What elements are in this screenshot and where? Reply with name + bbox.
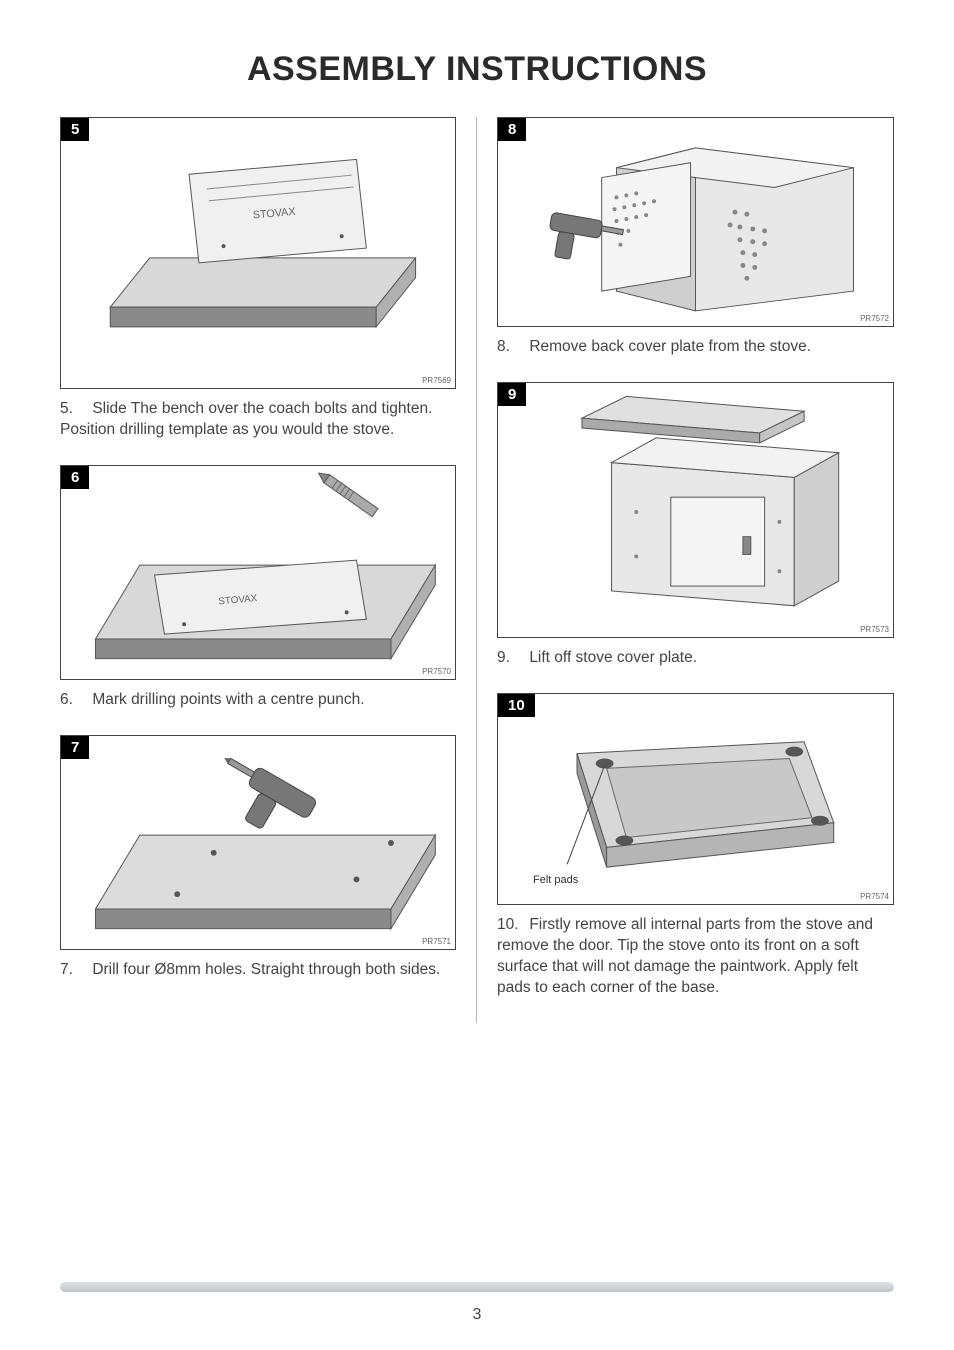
- lift-cover-illustration: [498, 383, 893, 637]
- figure-5: 5 PR7569 STOVAX: [60, 117, 456, 389]
- figure-ref: PR7572: [860, 314, 889, 323]
- caption-10: 10. Firstly remove all internal parts fr…: [497, 915, 894, 999]
- figure-number: 9: [498, 383, 526, 406]
- footer-bar: [60, 1282, 894, 1292]
- figure-6: 6 PR7570 STOVAX: [60, 465, 456, 680]
- figure-9: 9 PR7573: [497, 382, 894, 638]
- right-column: 8 PR7572: [477, 117, 894, 1023]
- centre-punch-illustration: STOVAX: [61, 466, 455, 679]
- caption-text: Remove back cover plate from the stove.: [529, 338, 811, 355]
- remove-back-cover-illustration: [498, 118, 893, 326]
- figure-ref: PR7570: [422, 667, 451, 676]
- columns: 5 PR7569 STOVAX 5. Slide: [60, 117, 894, 1023]
- figure-number: 10: [498, 694, 535, 717]
- caption-text: Firstly remove all internal parts from t…: [497, 916, 873, 996]
- page: ASSEMBLY INSTRUCTIONS 5 PR7569 STOVAX: [0, 0, 954, 1350]
- caption-num: 7.: [60, 960, 88, 981]
- drill-illustration: [61, 736, 455, 949]
- caption-num: 9.: [497, 648, 525, 669]
- caption-text: Mark drilling points with a centre punch…: [92, 691, 364, 708]
- caption-text: Lift off stove cover plate.: [529, 649, 697, 666]
- figure-number: 8: [498, 118, 526, 141]
- figure-ref: PR7569: [422, 376, 451, 385]
- caption-5: 5. Slide The bench over the coach bolts …: [60, 399, 456, 441]
- caption-num: 10.: [497, 915, 525, 936]
- figure-ref: PR7573: [860, 625, 889, 634]
- caption-num: 6.: [60, 690, 88, 711]
- caption-text: Drill four Ø8mm holes. Straight through …: [92, 961, 440, 978]
- figure-number: 6: [61, 466, 89, 489]
- page-title: ASSEMBLY INSTRUCTIONS: [60, 50, 894, 89]
- figure-number: 5: [61, 118, 89, 141]
- caption-num: 5.: [60, 399, 88, 420]
- felt-pads-illustration: [498, 694, 893, 904]
- figure-ref: PR7574: [860, 892, 889, 901]
- bench-template-illustration: STOVAX: [61, 118, 455, 388]
- felt-pads-label: Felt pads: [533, 874, 578, 886]
- caption-6: 6. Mark drilling points with a centre pu…: [60, 690, 456, 711]
- figure-8: 8 PR7572: [497, 117, 894, 327]
- caption-text: Slide The bench over the coach bolts and…: [60, 400, 432, 438]
- caption-num: 8.: [497, 337, 525, 358]
- caption-8: 8. Remove back cover plate from the stov…: [497, 337, 894, 358]
- figure-7: 7 PR7571: [60, 735, 456, 950]
- figure-10: 10 PR7574 Felt pads: [497, 693, 894, 905]
- caption-9: 9. Lift off stove cover plate.: [497, 648, 894, 669]
- page-number: 3: [0, 1306, 954, 1324]
- caption-7: 7. Drill four Ø8mm holes. Straight throu…: [60, 960, 456, 981]
- left-column: 5 PR7569 STOVAX 5. Slide: [60, 117, 477, 1023]
- figure-number: 7: [61, 736, 89, 759]
- figure-ref: PR7571: [422, 937, 451, 946]
